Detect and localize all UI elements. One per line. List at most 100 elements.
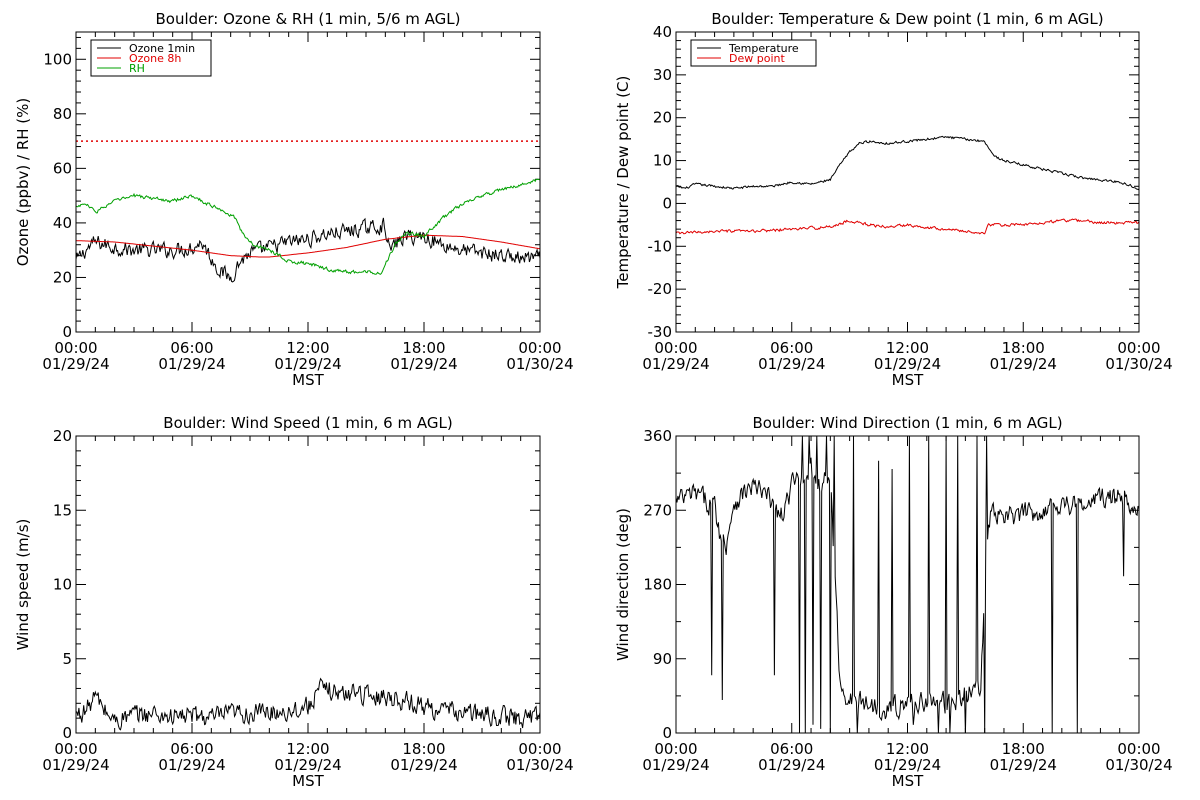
y-tick-label: 30 [653,66,672,84]
plot-area [76,677,540,731]
x-tick-date-label: 01/29/24 [990,355,1057,373]
y-tick-label: 20 [653,109,672,127]
y-tick-label: 360 [643,427,672,445]
x-tick-date-label: 01/29/24 [42,355,109,373]
x-tick-date-label: 01/29/24 [874,355,941,373]
y-tick-label: 10 [53,576,72,594]
x-tick-time-label: 00:00 [1117,740,1160,758]
x-tick-date-label: 01/29/24 [158,756,225,774]
y-tick-label: 20 [53,427,72,445]
x-tick-date-label: 01/29/24 [642,355,709,373]
chart-temp_dew: Boulder: Temperature & Dew point (1 min,… [614,10,1173,389]
chart-title: Boulder: Wind Direction (1 min, 6 m AGL) [752,414,1062,432]
y-axis-label: Wind speed (m/s) [14,519,32,651]
chart-title: Boulder: Wind Speed (1 min, 6 m AGL) [163,414,452,432]
y-tick-label: 15 [53,501,72,519]
x-tick-time-label: 00:00 [518,339,561,357]
y-tick-label: 180 [643,576,672,594]
y-tick-label: 20 [53,268,72,286]
y-tick-label: 0 [62,724,72,742]
x-tick-time-label: 06:00 [770,740,813,758]
x-tick-date-label: 01/29/24 [990,756,1057,774]
plot-area [676,436,1139,733]
y-tick-label: -10 [648,237,673,255]
y-tick-label: 40 [53,214,72,232]
y-axis-label: Ozone (ppbv) / RH (%) [14,98,32,267]
x-tick-time-label: 12:00 [286,740,329,758]
y-tick-label: 270 [643,501,672,519]
series-line-dew-point [676,218,1139,235]
x-tick-time-label: 00:00 [654,339,697,357]
legend-label: Dew point [729,52,785,65]
y-axis-label: Wind direction (deg) [614,508,632,661]
x-tick-time-label: 18:00 [1002,740,1045,758]
y-tick-label: 0 [662,724,672,742]
y-tick-label: -20 [648,280,673,298]
series-line-wind-direction [676,436,1139,733]
x-tick-time-label: 00:00 [518,740,561,758]
legend-label: Temperature [728,42,799,55]
chart-ozone_rh: Boulder: Ozone & RH (1 min, 5/6 m AGL) 0 2… [14,10,574,389]
x-tick-time-label: 18:00 [402,339,445,357]
x-axis-label: MST [892,371,924,389]
plot-area [676,135,1139,235]
x-tick-date-label: 01/29/24 [158,355,225,373]
y-tick-label: 100 [43,50,72,68]
legend-box [690,39,817,67]
x-tick-date-label: 01/29/24 [758,756,825,774]
x-tick-time-label: 00:00 [54,339,97,357]
y-tick-label: 90 [653,650,672,668]
y-tick-label: 0 [62,323,72,341]
x-tick-date-label: 01/29/24 [390,756,457,774]
plot-frame [75,435,541,734]
x-tick-date-label: 01/30/24 [1105,756,1172,774]
y-tick-label: 0 [662,194,672,212]
x-axis-label: MST [292,772,324,790]
series-line-temperature [676,135,1139,191]
x-tick-date-label: 01/29/24 [274,355,341,373]
x-tick-time-label: 06:00 [170,740,213,758]
y-tick-label: -30 [648,323,673,341]
x-tick-time-label: 12:00 [886,740,929,758]
y-axis-label: Temperature / Dew point (C) [614,76,632,290]
x-tick-time-label: 12:00 [886,339,929,357]
plot-frame [675,435,1140,734]
x-tick-time-label: 06:00 [770,339,813,357]
x-tick-time-label: 06:00 [170,339,213,357]
x-tick-date-label: 01/29/24 [642,756,709,774]
x-tick-date-label: 01/29/24 [758,355,825,373]
x-tick-date-label: 01/29/24 [274,756,341,774]
chart-title: Boulder: Ozone & RH (1 min, 5/6 m AGL) [155,10,460,28]
x-axis-label: MST [292,371,324,389]
x-tick-date-label: 01/30/24 [506,355,573,373]
y-tick-label: 80 [53,105,72,123]
legend-label: RH [129,62,145,75]
legend-label: Ozone 8h [129,52,181,65]
x-tick-date-label: 01/29/24 [390,355,457,373]
series-line-rh [76,178,540,275]
x-tick-time-label: 18:00 [1002,339,1045,357]
y-tick-label: 60 [53,159,72,177]
x-tick-date-label: 01/30/24 [506,756,573,774]
y-tick-label: 10 [653,152,672,170]
x-tick-time-label: 18:00 [402,740,445,758]
x-tick-date-label: 01/30/24 [1105,355,1172,373]
chart-title: Boulder: Temperature & Dew point (1 min,… [711,10,1103,28]
legend-label: Ozone 1min [129,42,195,55]
plot-area [76,140,540,283]
plot-frame [75,31,541,333]
plot-frame [675,31,1140,333]
x-tick-time-label: 12:00 [286,339,329,357]
series-line-ozone-1min [76,217,540,283]
chart-wind_dir: Boulder: Wind Direction (1 min, 6 m AGL)… [614,414,1173,790]
x-axis-label: MST [892,772,924,790]
x-tick-time-label: 00:00 [654,740,697,758]
chart-wind_speed: Boulder: Wind Speed (1 min, 6 m AGL) 0 5 10… [14,414,574,790]
series-line-wind-speed [76,677,540,731]
y-tick-label: 40 [653,23,672,41]
x-tick-date-label: 01/29/24 [874,756,941,774]
x-tick-date-label: 01/29/24 [42,756,109,774]
series-line-ozone-8h [76,234,540,258]
